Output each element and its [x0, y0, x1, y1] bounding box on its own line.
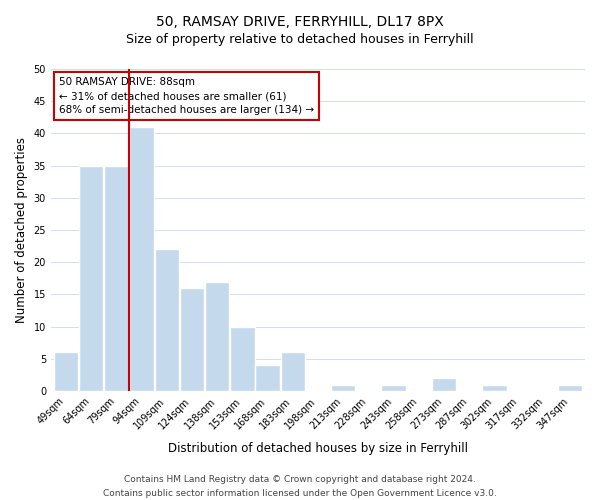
Text: 50, RAMSAY DRIVE, FERRYHILL, DL17 8PX: 50, RAMSAY DRIVE, FERRYHILL, DL17 8PX: [156, 15, 444, 29]
Bar: [281, 352, 305, 391]
Bar: [180, 288, 204, 391]
Bar: [382, 384, 406, 391]
Text: Size of property relative to detached houses in Ferryhill: Size of property relative to detached ho…: [126, 32, 474, 46]
Bar: [482, 384, 506, 391]
Bar: [205, 282, 229, 391]
Bar: [331, 384, 355, 391]
Bar: [557, 384, 582, 391]
Bar: [256, 366, 280, 391]
Text: 50 RAMSAY DRIVE: 88sqm
← 31% of detached houses are smaller (61)
68% of semi-det: 50 RAMSAY DRIVE: 88sqm ← 31% of detached…: [59, 77, 314, 115]
Bar: [104, 166, 128, 391]
Y-axis label: Number of detached properties: Number of detached properties: [15, 137, 28, 323]
X-axis label: Distribution of detached houses by size in Ferryhill: Distribution of detached houses by size …: [168, 442, 468, 455]
Bar: [79, 166, 103, 391]
Bar: [130, 127, 154, 391]
Bar: [432, 378, 456, 391]
Bar: [54, 352, 78, 391]
Bar: [155, 250, 179, 391]
Text: Contains HM Land Registry data © Crown copyright and database right 2024.
Contai: Contains HM Land Registry data © Crown c…: [103, 476, 497, 498]
Bar: [230, 326, 254, 391]
